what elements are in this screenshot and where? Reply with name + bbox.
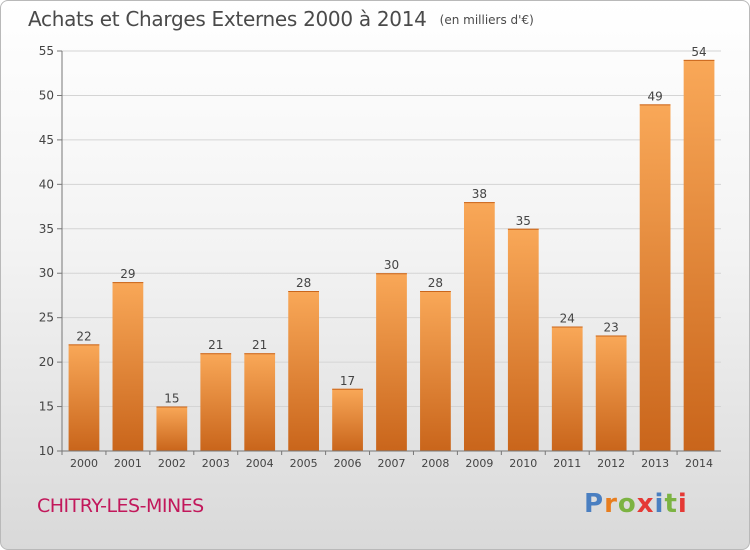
x-tick-label-2004: 2004 <box>246 457 274 470</box>
logo-letter: r <box>604 489 618 519</box>
commune-name: CHITRY-LES-MINES <box>37 495 204 517</box>
x-axis: 2000 2001 2002 2003 2004 2005 2006 2007 2008 2009… <box>61 450 721 470</box>
chart-title-text: Achats et Charges Externes 2000 à 2014 <box>28 7 427 31</box>
y-tick-label: 50 <box>39 88 54 102</box>
data-label-2005: 28 <box>296 276 311 290</box>
x-tick-label-2010: 2010 <box>509 457 537 470</box>
data-label-2009: 38 <box>472 187 487 201</box>
data-label-2013: 49 <box>647 89 662 103</box>
x-tick-label-2009: 2009 <box>465 457 493 470</box>
data-label-2003: 21 <box>208 338 223 352</box>
bar-2006 <box>332 388 363 451</box>
x-tick-label-2005: 2005 <box>290 457 318 470</box>
bar-2013 <box>639 104 671 451</box>
logo-letter: P <box>584 489 605 519</box>
bar-2007 <box>376 273 407 451</box>
data-label-2012: 23 <box>604 320 619 334</box>
bar-2008 <box>420 291 451 451</box>
x-tick-label-2014: 2014 <box>685 457 713 470</box>
x-tick-label-2006: 2006 <box>334 457 362 470</box>
data-label-2007: 30 <box>384 258 399 272</box>
x-tick-label-2003: 2003 <box>202 457 230 470</box>
bar-2010 <box>507 228 539 451</box>
chart-title: Achats et Charges Externes 2000 à 2014 (… <box>28 7 534 31</box>
chart-unit: (en milliers d'€) <box>439 13 534 27</box>
data-label-2002: 15 <box>164 392 179 406</box>
bar-2011 <box>551 326 583 451</box>
data-label-2014: 54 <box>691 45 706 59</box>
bar-2009 <box>463 202 495 451</box>
y-tick-label: 40 <box>39 177 54 191</box>
y-tick-label: 45 <box>39 133 54 147</box>
bar-2000 <box>68 344 100 451</box>
logo-letter: t <box>664 489 678 519</box>
x-tick-label-2007: 2007 <box>378 457 406 470</box>
y-tick-label: 10 <box>39 444 54 458</box>
y-tick-label: 15 <box>39 400 54 414</box>
bar-2005 <box>288 291 320 451</box>
data-label-2010: 35 <box>516 214 531 228</box>
x-tick-label-2002: 2002 <box>158 457 186 470</box>
y-axis: 10 15 20 25 30 35 40 45 50 55 <box>39 44 63 458</box>
bar-2014 <box>683 59 715 452</box>
bar-2012 <box>595 335 627 451</box>
proxiti-logo[interactable]: Proxiti <box>584 489 688 519</box>
data-label-2001: 29 <box>120 267 135 281</box>
data-label-2000: 22 <box>76 329 91 343</box>
y-tick-label: 25 <box>39 311 54 325</box>
logo-letter: i <box>654 489 665 519</box>
y-tick-label: 35 <box>39 222 54 236</box>
logo-letter: x <box>636 489 655 519</box>
data-label-2004: 21 <box>252 338 267 352</box>
bar-2004 <box>244 353 276 451</box>
logo-letter: o <box>617 489 637 519</box>
bar-2003 <box>200 353 232 451</box>
x-tick-label-2008: 2008 <box>421 457 449 470</box>
y-tick-label: 30 <box>39 266 54 280</box>
x-tick-label-2000: 2000 <box>70 457 98 470</box>
data-label-2006: 17 <box>340 374 355 388</box>
bar-2002 <box>156 406 188 451</box>
x-tick-label-2013: 2013 <box>641 457 669 470</box>
y-tick-label: 20 <box>39 355 54 369</box>
x-tick-label-2001: 2001 <box>114 457 142 470</box>
logo-letter: i <box>677 489 688 519</box>
data-label-2008: 28 <box>428 276 443 290</box>
x-tick-label-2011: 2011 <box>553 457 581 470</box>
bars: 22 29 15 21 21 28 17 30 28 38 35 24 23 49 54 <box>68 45 715 452</box>
y-tick-label: 55 <box>39 44 54 58</box>
bar-2001 <box>112 282 144 451</box>
x-tick-label-2012: 2012 <box>597 457 625 470</box>
data-label-2011: 24 <box>560 312 575 326</box>
